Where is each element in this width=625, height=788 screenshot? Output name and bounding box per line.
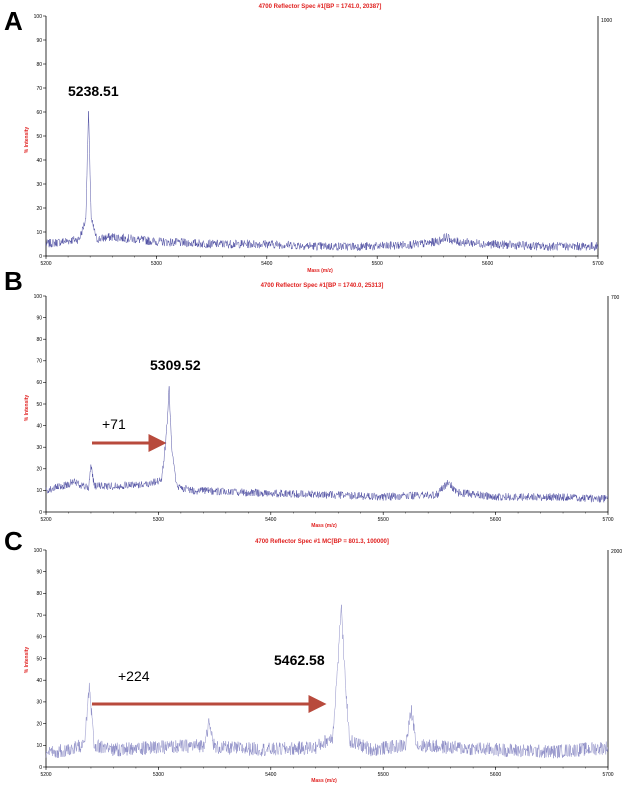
- y-tick-label: 20: [36, 467, 42, 473]
- x-tick-label: 5700: [592, 261, 603, 267]
- panel-letter-b: B: [4, 266, 23, 296]
- x-tick-label: 5400: [261, 261, 272, 267]
- right-axis-label: 700: [611, 295, 620, 301]
- y-tick-label: 80: [36, 591, 42, 597]
- y-tick-label: 90: [36, 315, 42, 321]
- y-tick-label: 40: [36, 423, 42, 429]
- y-tick-label: 10: [36, 230, 42, 236]
- spectrum-trace: [45, 386, 609, 503]
- y-tick-label: 100: [34, 294, 43, 300]
- spectrum-title: 4700 Reflector Spec #1[BP = 1740.0, 2531…: [261, 283, 384, 289]
- y-tick-label: 100: [34, 548, 43, 554]
- panel-letter-a: A: [4, 6, 23, 36]
- x-tick-label: 5300: [151, 261, 162, 267]
- spectrum-trace: [45, 604, 609, 759]
- y-axis-label: % Intensity: [24, 647, 30, 674]
- y-tick-label: 50: [36, 134, 42, 140]
- y-tick-label: 90: [36, 570, 42, 576]
- spectrum-panel-a: A 4700 Reflector Spec #1[BP = 1741.0, 20…: [4, 4, 612, 274]
- spectrum-title: 4700 Reflector Spec #1[BP = 1741.0, 2038…: [259, 4, 382, 10]
- x-tick-label: 5700: [602, 517, 613, 523]
- y-tick-label: 60: [36, 635, 42, 641]
- spectrum-panel-b: B 4700 Reflector Spec #1[BP = 1740.0, 25…: [4, 266, 620, 529]
- x-tick-label: 5300: [153, 772, 164, 778]
- peak-label: 5462.58: [274, 652, 325, 668]
- spectrum-panel-c: C 4700 Reflector Spec #1 MC[BP = 801.3, …: [4, 526, 622, 784]
- x-tick-label: 5500: [372, 261, 383, 267]
- y-tick-label: 30: [36, 700, 42, 706]
- y-tick-label: 100: [34, 14, 43, 20]
- x-tick-label: 5200: [40, 772, 51, 778]
- y-tick-label: 30: [36, 182, 42, 188]
- y-tick-label: 70: [36, 359, 42, 365]
- spectrum-title: 4700 Reflector Spec #1 MC[BP = 801.3, 10…: [255, 539, 389, 545]
- y-tick-label: 80: [36, 337, 42, 343]
- y-tick-label: 40: [36, 678, 42, 684]
- y-tick-label: 0: [39, 510, 42, 516]
- y-tick-label: 70: [36, 613, 42, 619]
- y-tick-label: 30: [36, 445, 42, 451]
- x-tick-label: 5600: [490, 517, 501, 523]
- y-tick-label: 80: [36, 62, 42, 68]
- x-tick-label: 5600: [490, 772, 501, 778]
- y-tick-label: 60: [36, 110, 42, 116]
- x-axis-label: Mass (m/z): [307, 268, 333, 274]
- peak-label: 5238.51: [68, 83, 119, 99]
- y-tick-label: 10: [36, 743, 42, 749]
- y-tick-label: 40: [36, 158, 42, 164]
- spectrum-trace: [45, 111, 599, 252]
- y-tick-label: 10: [36, 488, 42, 494]
- peak-label: 5309.52: [150, 357, 201, 373]
- mass-shift-label: +71: [102, 416, 126, 432]
- y-tick-label: 20: [36, 721, 42, 727]
- y-tick-label: 60: [36, 380, 42, 386]
- panel-letter-c: C: [4, 526, 23, 556]
- x-tick-label: 5600: [482, 261, 493, 267]
- x-tick-label: 5400: [265, 772, 276, 778]
- x-tick-label: 5200: [40, 517, 51, 523]
- y-tick-label: 0: [39, 765, 42, 771]
- y-axis-label: % Intensity: [24, 395, 30, 422]
- y-tick-label: 50: [36, 402, 42, 408]
- y-tick-label: 50: [36, 656, 42, 662]
- right-axis-label: 1000: [601, 18, 612, 24]
- right-axis-label: 2000: [611, 549, 622, 555]
- x-axis-label: Mass (m/z): [311, 523, 337, 529]
- y-tick-label: 70: [36, 86, 42, 92]
- x-axis-label: Mass (m/z): [311, 778, 337, 784]
- x-tick-label: 5700: [602, 772, 613, 778]
- mass-shift-label: +224: [118, 668, 150, 684]
- y-tick-label: 90: [36, 38, 42, 44]
- y-tick-label: 0: [39, 254, 42, 260]
- x-tick-label: 5500: [378, 517, 389, 523]
- y-axis-label: % Intensity: [24, 127, 30, 154]
- x-tick-label: 5400: [265, 517, 276, 523]
- x-tick-label: 5500: [378, 772, 389, 778]
- y-tick-label: 20: [36, 206, 42, 212]
- x-tick-label: 5200: [40, 261, 51, 267]
- x-tick-label: 5300: [153, 517, 164, 523]
